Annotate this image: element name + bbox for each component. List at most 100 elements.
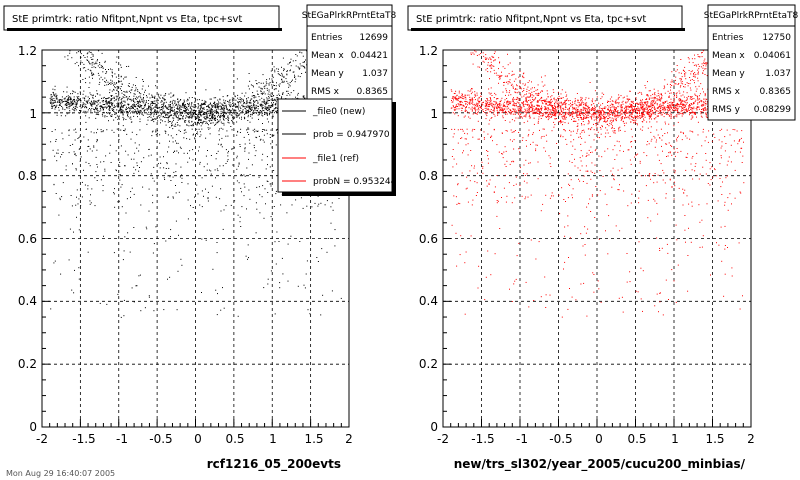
right-scatter-point	[693, 73, 694, 75]
left-scatter-point	[207, 117, 209, 118]
left-scatter-point	[220, 188, 222, 190]
left-scatter-point	[275, 101, 277, 103]
left-scatter-point	[168, 167, 170, 169]
left-scatter-point	[89, 103, 91, 104]
left-scatter-point	[191, 105, 193, 107]
left-scatter-point	[143, 106, 145, 108]
right-scatter-point	[619, 150, 621, 152]
left-scatter-point	[182, 102, 184, 104]
right-scatter-point	[470, 89, 472, 91]
left-scatter-point	[129, 251, 131, 253]
left-scatter-point	[247, 128, 249, 130]
right-scatter-point	[692, 112, 694, 114]
left-scatter-point	[257, 102, 259, 104]
left-scatter-point	[156, 107, 158, 109]
left-scatter-point	[258, 82, 260, 84]
left-scatter-point	[253, 110, 255, 112]
right-scatter-point	[564, 108, 566, 110]
left-scatter-point	[81, 196, 83, 198]
left-scatter-point	[192, 149, 194, 151]
left-scatter-point	[123, 315, 125, 317]
left-scatter-point	[51, 102, 53, 104]
right-scatter-point	[739, 139, 741, 140]
left-stats-label-meany: Mean y	[311, 69, 344, 79]
left-scatter-point	[340, 297, 342, 299]
left-scatter-point	[266, 108, 268, 110]
left-scatter-point	[219, 128, 220, 130]
right-scatter-point	[562, 97, 564, 99]
left-scatter-point	[191, 116, 193, 118]
left-scatter-point	[79, 135, 81, 137]
left-scatter-point	[151, 94, 153, 96]
right-scatter-point	[500, 99, 502, 101]
right-scatter-point	[483, 137, 485, 139]
left-scatter-point	[263, 99, 265, 101]
right-scatter-point	[658, 159, 660, 161]
left-scatter-point	[92, 55, 94, 57]
right-scatter-point	[549, 101, 551, 103]
right-scatter-point	[627, 149, 629, 151]
left-scatter-point	[210, 107, 212, 109]
left-scatter-point	[104, 60, 106, 62]
left-scatter-point	[83, 55, 85, 57]
left-scatter-point	[227, 120, 229, 121]
left-scatter-point	[263, 98, 265, 100]
left-scatter-point	[201, 103, 203, 105]
left-scatter-point	[95, 108, 97, 110]
right-scatter-point	[509, 163, 511, 165]
right-scatter-point	[540, 137, 542, 139]
left-scatter-point	[111, 69, 113, 71]
right-scatter-point	[619, 126, 621, 128]
right-scatter-point	[675, 224, 677, 226]
right-scatter-point	[589, 198, 591, 200]
left-scatter-point	[176, 104, 178, 106]
right-scatter-point	[476, 94, 478, 96]
right-scatter-point	[503, 105, 505, 107]
left-scatter-point	[122, 125, 124, 127]
left-scatter-point	[103, 108, 104, 110]
left-scatter-point	[196, 131, 198, 133]
right-scatter-point	[572, 108, 574, 110]
left-scatter-point	[52, 105, 53, 107]
left-scatter-point	[117, 87, 119, 89]
left-scatter-point	[178, 103, 180, 105]
left-scatter-point	[185, 117, 186, 119]
right-scatter-point	[493, 129, 495, 131]
left-scatter-point	[183, 100, 185, 102]
right-scatter-point	[619, 114, 621, 116]
left-scatter-point	[279, 95, 281, 96]
left-scatter-point	[86, 100, 88, 102]
left-scatter-point	[226, 108, 228, 110]
left-scatter-point	[138, 105, 139, 107]
right-scatter-point	[593, 113, 595, 115]
right-scatter-point	[612, 127, 613, 129]
left-scatter-point	[129, 108, 131, 110]
left-scatter-point	[80, 56, 82, 58]
right-scatter-point	[565, 91, 567, 93]
left-scatter-point	[216, 109, 217, 111]
left-scatter-point	[133, 101, 135, 102]
right-scatter-point	[573, 113, 575, 115]
left-scatter-point	[106, 104, 108, 106]
right-scatter-point	[640, 128, 642, 130]
left-scatter-point	[120, 99, 122, 101]
left-scatter-point	[102, 107, 104, 109]
left-scatter-point	[300, 65, 302, 67]
right-scatter-point	[562, 118, 564, 120]
left-scatter-point	[99, 63, 101, 65]
left-scatter-point	[234, 103, 236, 105]
left-scatter-point	[224, 105, 226, 107]
left-scatter-point	[239, 117, 240, 119]
right-scatter-point	[611, 100, 613, 102]
left-scatter-point	[237, 315, 239, 317]
right-scatter-point	[636, 108, 638, 110]
right-scatter-point	[578, 102, 580, 104]
left-scatter-point	[266, 113, 268, 115]
left-scatter-point	[187, 183, 189, 185]
left-scatter-point	[294, 77, 295, 78]
right-scatter-point	[570, 102, 571, 104]
left-scatter-point	[148, 113, 150, 115]
left-scatter-point	[241, 98, 243, 100]
left-scatter-point	[96, 105, 98, 107]
left-scatter-point	[205, 101, 207, 103]
